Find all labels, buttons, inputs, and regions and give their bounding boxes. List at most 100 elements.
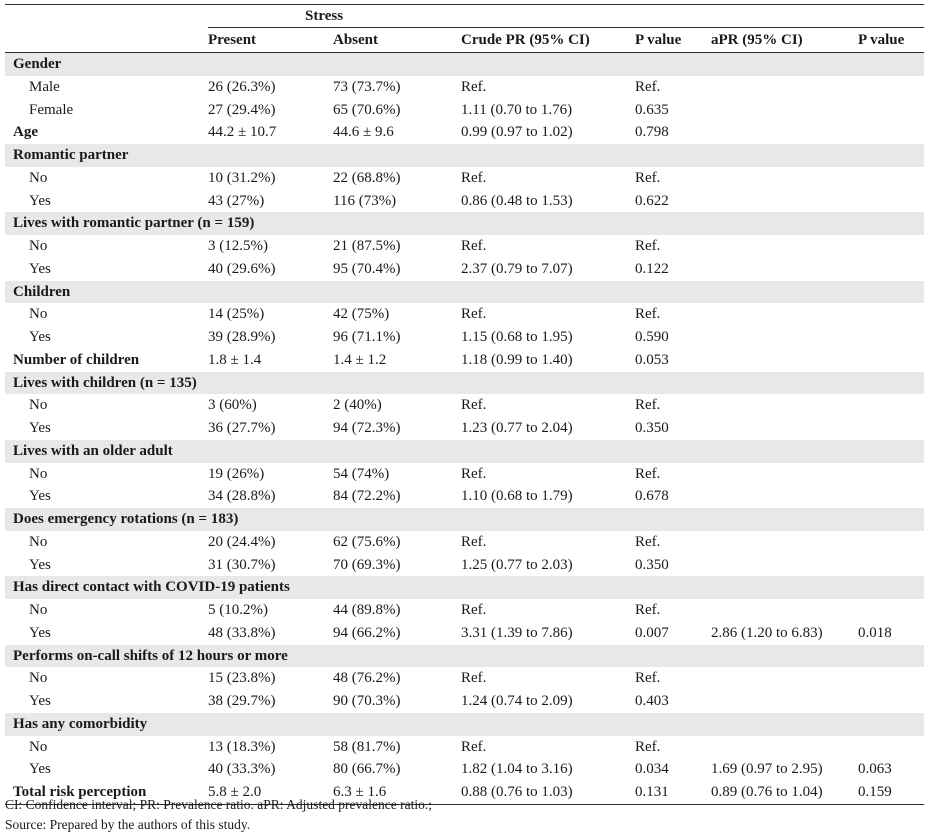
- table-section-row: Lives with romantic partner (n = 159): [5, 212, 925, 235]
- crude-pr-cell: [461, 644, 635, 668]
- present-cell: 15 (23.8%): [208, 667, 333, 690]
- crude-pr-cell: 1.10 (0.68 to 1.79): [461, 485, 635, 508]
- crude-pr-cell: Ref.: [461, 735, 635, 759]
- present-cell: 36 (27.7%): [208, 417, 333, 440]
- absent-cell: [333, 52, 461, 76]
- p-value-cell: Ref.: [635, 394, 711, 417]
- absent-cell: 6.3 ± 1.6: [333, 781, 461, 805]
- absent-cell: 80 (66.7%): [333, 758, 461, 781]
- row-label: Yes: [5, 553, 208, 577]
- header-group-row: Stress: [5, 4, 925, 28]
- adjusted-p-value-cell: [858, 303, 925, 326]
- header-group-label-cell: Stress: [208, 4, 925, 28]
- row-label: Yes: [5, 326, 208, 349]
- absent-cell: 48 (76.2%): [333, 667, 461, 690]
- row-label: Lives with children (n = 135): [5, 371, 208, 395]
- adjusted-p-value-cell: [858, 508, 925, 531]
- table-section-row: Has any comorbidity: [5, 712, 925, 736]
- apr-cell: [711, 166, 858, 190]
- crude-pr-cell: 1.25 (0.77 to 2.03): [461, 553, 635, 577]
- crude-pr-cell: [461, 212, 635, 235]
- adjusted-p-value-cell: [858, 98, 925, 122]
- adjusted-p-value-cell: 0.159: [858, 781, 925, 805]
- absent-cell: 58 (81.7%): [333, 735, 461, 759]
- p-value-cell: Ref.: [635, 462, 711, 486]
- adjusted-p-value-cell: [858, 189, 925, 213]
- apr-cell: [711, 98, 858, 122]
- present-cell: 34 (28.8%): [208, 485, 333, 508]
- crude-pr-cell: [461, 52, 635, 76]
- row-label: Yes: [5, 257, 208, 281]
- row-label: Performs on-call shifts of 12 hours or m…: [5, 644, 288, 668]
- present-cell: [208, 508, 333, 531]
- adjusted-p-value-cell: [858, 75, 925, 99]
- apr-cell: [711, 371, 858, 395]
- apr-cell: [711, 257, 858, 281]
- table-row: Yes 39 (28.9%) 96 (71.1%) 1.15 (0.68 to 1.9…: [5, 326, 925, 349]
- p-value-cell: [635, 144, 711, 167]
- p-value-cell: 0.007: [635, 621, 711, 645]
- p-value-cell: Ref.: [635, 303, 711, 326]
- crude-pr-cell: Ref.: [461, 166, 635, 190]
- p-value-cell: 0.131: [635, 781, 711, 805]
- apr-cell: [711, 417, 858, 440]
- absent-cell: 1.4 ± 1.2: [333, 348, 461, 372]
- absent-cell: 42 (75%): [333, 303, 461, 326]
- p-value-cell: 0.635: [635, 98, 711, 122]
- absent-cell: 65 (70.6%): [333, 98, 461, 122]
- present-cell: 38 (29.7%): [208, 690, 333, 713]
- crude-pr-cell: Ref.: [461, 394, 635, 417]
- absent-cell: 22 (68.8%): [333, 166, 461, 190]
- present-cell: 40 (33.3%): [208, 758, 333, 781]
- apr-cell: [711, 348, 858, 372]
- column-header-p-value-adjusted: P value: [858, 27, 925, 53]
- apr-cell: [711, 326, 858, 349]
- apr-cell: [711, 576, 858, 599]
- p-value-cell: 0.403: [635, 690, 711, 713]
- table-row: Yes 36 (27.7%) 94 (72.3%) 1.23 (0.77 to 2.0…: [5, 417, 925, 440]
- absent-cell: 94 (72.3%): [333, 417, 461, 440]
- row-label: Female: [5, 98, 208, 122]
- table-row: No 20 (24.4%) 62 (75.6%) Ref. Ref.: [5, 530, 925, 554]
- adjusted-p-value-cell: [858, 439, 925, 463]
- present-cell: [208, 52, 333, 76]
- adjusted-p-value-cell: [858, 326, 925, 349]
- p-value-cell: [635, 280, 711, 304]
- absent-cell: [333, 439, 461, 463]
- row-label: No: [5, 394, 208, 417]
- adjusted-p-value-cell: [858, 417, 925, 440]
- row-label: Children: [5, 280, 208, 304]
- present-cell: 39 (28.9%): [208, 326, 333, 349]
- p-value-cell: Ref.: [635, 530, 711, 554]
- adjusted-p-value-cell: [858, 530, 925, 554]
- apr-cell: [711, 52, 858, 76]
- present-cell: 48 (33.8%): [208, 621, 333, 645]
- present-cell: [208, 212, 333, 235]
- present-cell: [208, 576, 333, 599]
- p-value-cell: [635, 439, 711, 463]
- present-cell: 5.8 ± 2.0: [208, 781, 333, 805]
- crude-pr-cell: Ref.: [461, 303, 635, 326]
- stress-group-label: Stress: [305, 8, 344, 24]
- row-label: Yes: [5, 690, 208, 713]
- absent-cell: 73 (73.7%): [333, 75, 461, 99]
- crude-pr-cell: 1.82 (1.04 to 3.16): [461, 758, 635, 781]
- table-row: Yes 40 (33.3%) 80 (66.7%) 1.82 (1.04 to 3.1…: [5, 758, 925, 781]
- adjusted-p-value-cell: [858, 462, 925, 486]
- crude-pr-cell: 1.23 (0.77 to 2.04): [461, 417, 635, 440]
- row-label: No: [5, 235, 208, 258]
- present-cell: 5 (10.2%): [208, 599, 333, 622]
- present-cell: 40 (29.6%): [208, 257, 333, 281]
- crude-pr-cell: 1.11 (0.70 to 1.76): [461, 98, 635, 122]
- table-row: No 10 (31.2%) 22 (68.8%) Ref. Ref.: [5, 166, 925, 190]
- absent-cell: [333, 144, 461, 167]
- crude-pr-cell: [461, 576, 635, 599]
- absent-cell: [333, 280, 461, 304]
- table-section-row: Children: [5, 280, 925, 304]
- present-cell: [208, 280, 333, 304]
- present-cell: 10 (31.2%): [208, 166, 333, 190]
- table-row: Yes 43 (27%) 116 (73%) 0.86 (0.48 to 1.53) 0…: [5, 189, 925, 213]
- apr-cell: [711, 144, 858, 167]
- present-cell: 27 (29.4%): [208, 98, 333, 122]
- apr-cell: [711, 690, 858, 713]
